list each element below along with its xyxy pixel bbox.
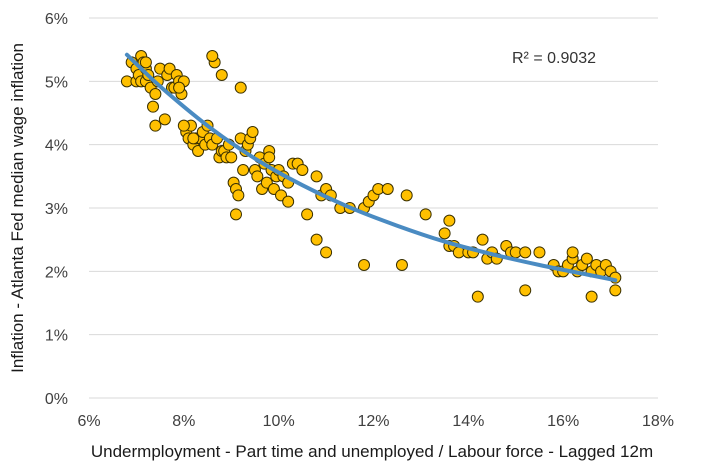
data-point: [519, 284, 532, 297]
data-point: [237, 164, 250, 176]
data-point: [471, 290, 484, 303]
data-point: [282, 195, 295, 208]
data-point: [229, 208, 242, 221]
x-tick-label: 8%: [172, 413, 195, 430]
data-point: [443, 214, 456, 227]
data-point: [158, 113, 171, 126]
y-tick-label: 6%: [45, 11, 68, 28]
data-point: [173, 81, 186, 94]
data-point: [310, 170, 323, 183]
data-point: [263, 151, 276, 164]
x-axis-title: Undermployment - Part time and unemploye…: [91, 442, 653, 461]
r-squared-annotation: R² = 0.9032: [512, 50, 596, 67]
data-point: [225, 151, 238, 164]
y-tick-label: 5%: [45, 74, 68, 91]
data-point: [149, 88, 162, 100]
data-point: [400, 189, 413, 202]
data-point: [566, 246, 579, 259]
data-point: [533, 246, 546, 259]
data-point: [585, 290, 598, 303]
data-point: [358, 259, 371, 271]
data-point: [232, 189, 245, 202]
x-tick-label: 12%: [357, 413, 389, 430]
data-point: [215, 69, 228, 81]
data-point: [310, 233, 323, 246]
y-tick-labels: 0% 1% 2% 3% 4% 5% 6%: [45, 11, 68, 408]
data-point: [177, 119, 190, 132]
data-point: [476, 233, 489, 246]
x-tick-label: 6%: [77, 413, 100, 430]
data-point: [320, 246, 333, 259]
data-point: [187, 132, 200, 145]
data-point: [419, 208, 432, 221]
y-tick-label: 3%: [45, 201, 68, 218]
x-tick-label: 10%: [263, 413, 295, 430]
data-point: [234, 81, 247, 94]
x-tick-label: 16%: [547, 413, 579, 430]
data-point: [296, 164, 309, 176]
data-point: [381, 183, 394, 195]
data-point: [580, 252, 593, 265]
data-point: [438, 227, 451, 240]
x-tick-labels: 6% 8% 10% 12% 14% 16% 18%: [77, 413, 674, 430]
data-point: [395, 259, 408, 271]
data-point: [206, 50, 219, 62]
x-tick-label: 18%: [642, 413, 674, 430]
data-point: [149, 119, 162, 132]
x-tick-label: 14%: [452, 413, 484, 430]
data-point: [147, 100, 160, 113]
y-tick-label: 4%: [45, 138, 68, 155]
data-point: [139, 56, 152, 69]
trend-line: [124, 52, 618, 283]
data-point: [609, 284, 622, 297]
data-point: [246, 126, 259, 138]
y-tick-label: 1%: [45, 328, 68, 345]
data-point: [519, 246, 532, 259]
data-point: [301, 208, 314, 221]
y-tick-label: 0%: [45, 391, 68, 408]
y-tick-label: 2%: [45, 264, 68, 281]
data-point: [251, 170, 264, 183]
y-axis-title: Inflation - Atlanta Fed median wage infl…: [8, 43, 27, 373]
